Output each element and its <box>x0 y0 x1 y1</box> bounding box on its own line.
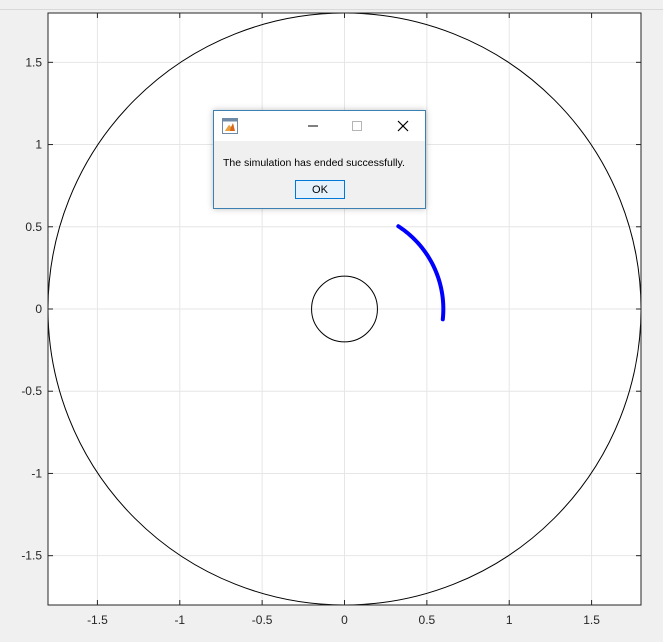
y-tick-label: 1.5 <box>25 55 42 69</box>
x-tick-label: -1.5 <box>87 613 108 627</box>
minimize-button[interactable] <box>291 111 335 141</box>
maximize-icon <box>352 121 362 131</box>
x-tick-label: -0.5 <box>252 613 273 627</box>
dialog-message: The simulation has ended successfully. <box>223 157 405 169</box>
y-tick-label: -0.5 <box>21 384 42 398</box>
y-tick-label: -1.5 <box>21 549 42 563</box>
x-tick-label: 0.5 <box>419 613 436 627</box>
x-tick-label: 0 <box>341 613 348 627</box>
dialog-titlebar[interactable] <box>214 111 425 141</box>
x-tick-label: -1 <box>174 613 185 627</box>
ok-button[interactable]: OK <box>295 180 345 199</box>
tick-layer: -1.5 -1 -0.5 0 0.5 1 1.5 1.5 1 0.5 0 -0.5 -1 -1.5 <box>21 13 641 627</box>
inner-circle <box>311 275 378 343</box>
message-dialog: The simulation has ended successfully. O… <box>213 110 426 209</box>
matlab-icon <box>222 118 238 134</box>
maximize-button[interactable] <box>335 111 379 141</box>
y-tick-label: 0.5 <box>25 220 42 234</box>
minimize-icon <box>308 125 318 127</box>
figure-toolbar-strip <box>0 0 663 10</box>
y-tick-label: 0 <box>35 302 42 316</box>
trajectory-arc <box>396 224 446 322</box>
x-tick-label: 1.5 <box>583 613 600 627</box>
grid-lines <box>48 13 641 605</box>
close-button[interactable] <box>381 111 425 141</box>
close-icon <box>397 120 409 132</box>
y-tick-label: 1 <box>35 138 42 152</box>
x-tick-label: 1 <box>506 613 513 627</box>
y-tick-label: -1 <box>31 466 42 480</box>
